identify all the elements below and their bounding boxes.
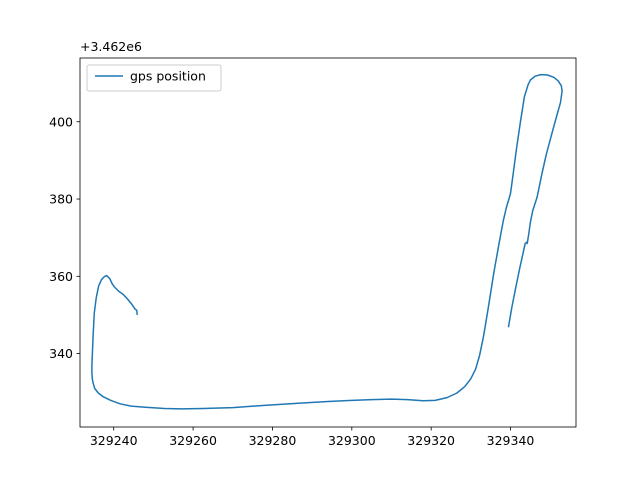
x-tick-label: 329280 [249,433,297,448]
y-axis: 340 360 380 400 [49,114,80,361]
x-tick-label: 329340 [487,433,535,448]
legend-label-gps-position: gps position [130,69,206,84]
y-tick-label: 400 [49,114,73,129]
y-tick-label: 340 [49,346,73,361]
plot-area [91,73,563,410]
legend-box [86,64,222,92]
y-tick-label: 380 [49,192,73,207]
x-tick-label: 329240 [90,433,138,448]
x-axis: 329240 329260 329280 329300 329320 329340 [90,427,535,448]
y-tick-label: 360 [49,269,73,284]
axes-frame [79,57,577,428]
x-tick-label: 329260 [169,433,217,448]
legend: gps position [86,64,222,92]
x-tick-label: 329320 [407,433,455,448]
x-tick-label: 329300 [328,433,376,448]
series-line-gps-position [91,73,563,410]
y-axis-offset-label: +3.462e6 [80,39,142,54]
